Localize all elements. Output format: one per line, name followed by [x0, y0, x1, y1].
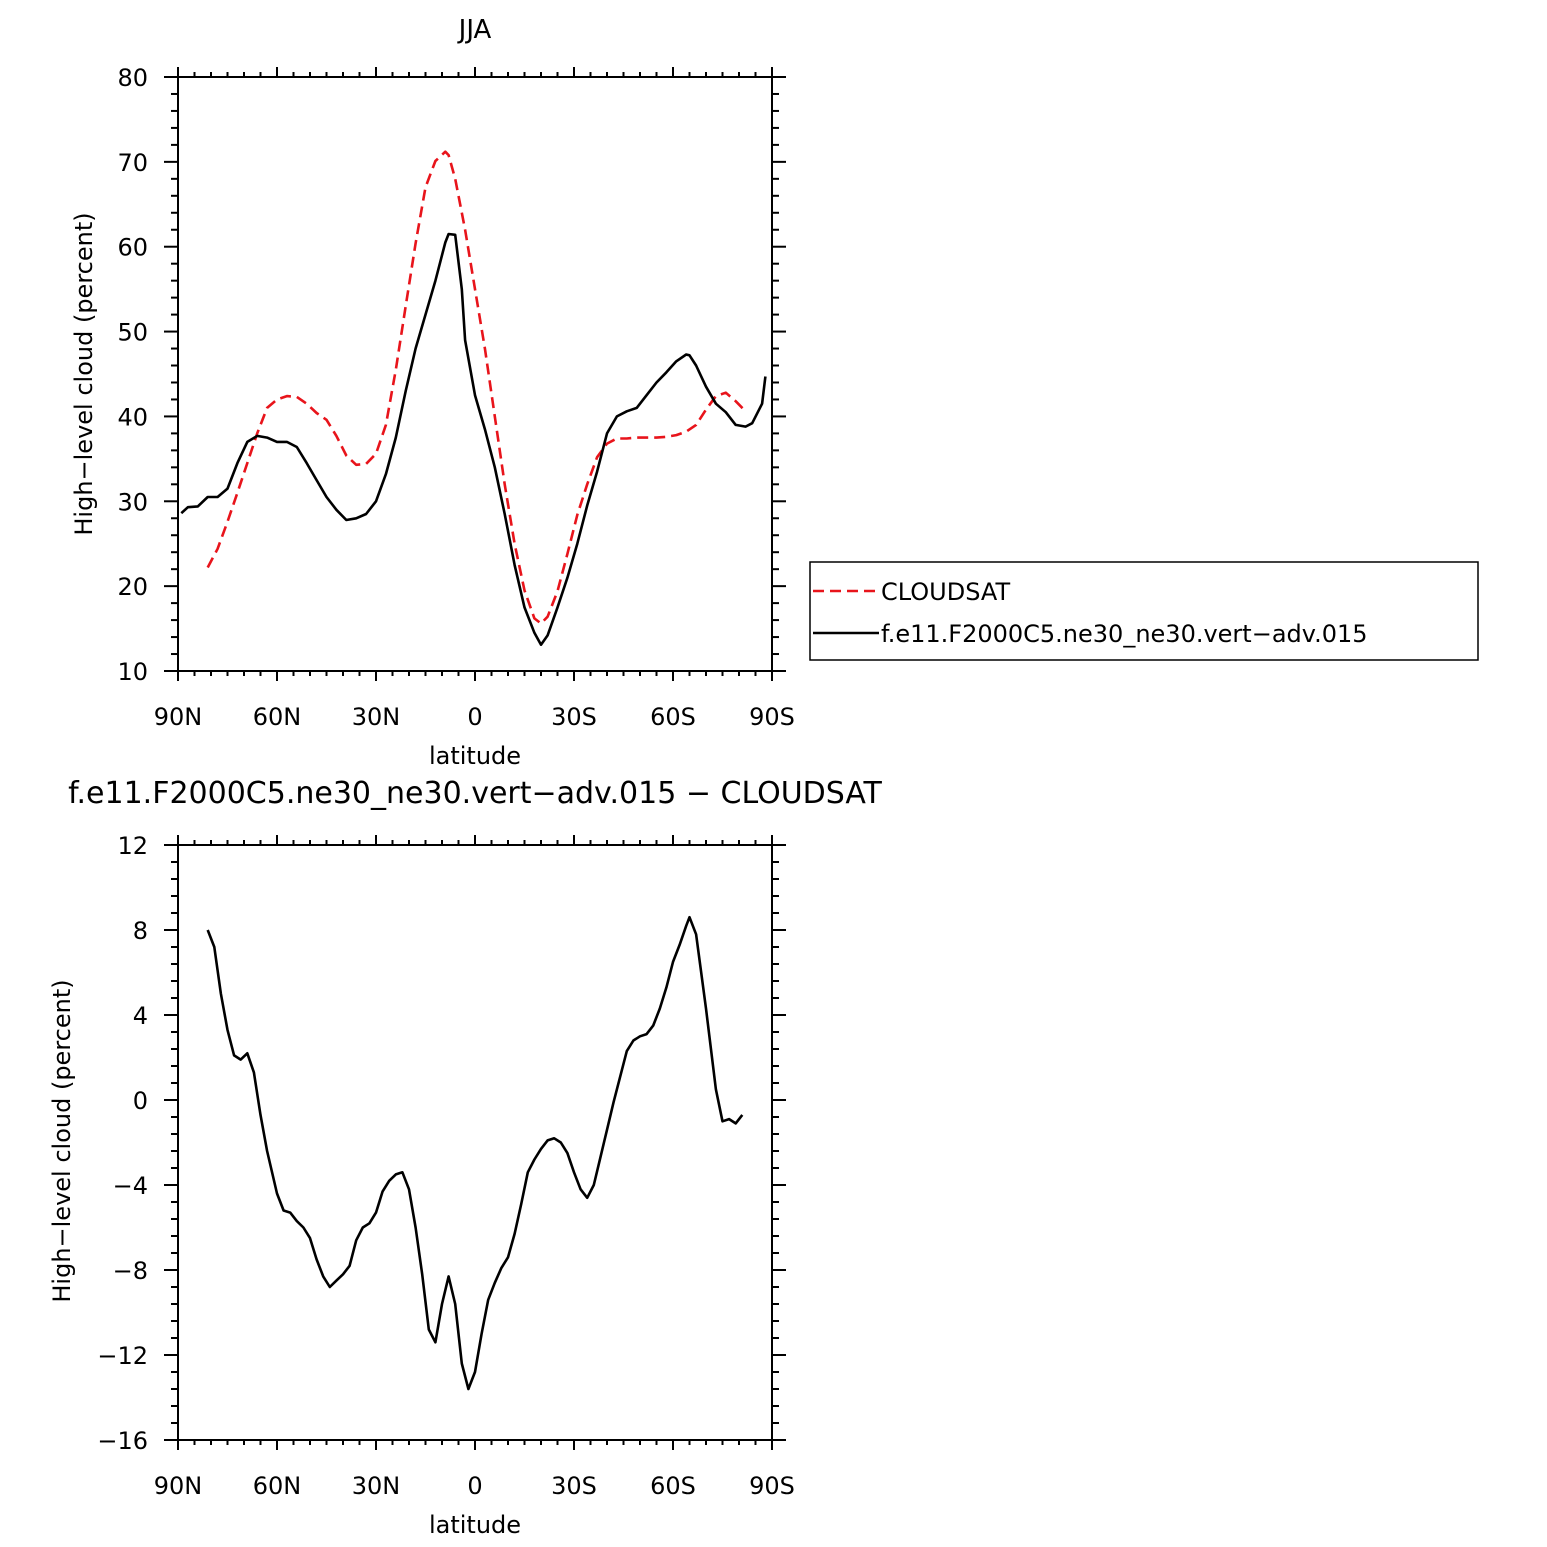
x-tick-label: 90N [154, 1472, 203, 1500]
x-tick-label: 90S [749, 703, 795, 731]
bottom-chart-title: f.e11.F2000C5.ne30_ne30.vert−adv.015 − C… [68, 776, 882, 811]
bottom-plot-frame [177, 844, 773, 1441]
x-tick-label: 0 [467, 1472, 482, 1500]
legend-box [809, 561, 1479, 661]
y-tick-label: 0 [133, 1087, 148, 1115]
x-tick-label: 30N [352, 703, 401, 731]
legend-label-model: f.e11.F2000C5.ne30_ne30.vert−adv.015 [881, 620, 1368, 648]
top-y-axis-label: High−level cloud (percent) [70, 212, 98, 535]
legend-label-cloudsat: CLOUDSAT [881, 578, 1010, 606]
x-tick-label: 30S [551, 1472, 597, 1500]
y-tick-label: −12 [97, 1342, 148, 1370]
bottom-x-axis-label: latitude [429, 1511, 521, 1539]
x-tick-label: 30S [551, 703, 597, 731]
x-tick-label: 30N [352, 1472, 401, 1500]
bottom-series-lines [206, 915, 744, 1391]
top-x-axis-label: latitude [429, 742, 521, 770]
y-tick-label: 80 [117, 64, 148, 92]
top-series-lines [180, 150, 767, 647]
x-tick-label: 60S [650, 1472, 696, 1500]
x-tick-label: 0 [467, 703, 482, 731]
top-ticks: 90N 60N 30N 0 30S 60S 90S 10 20 30 40 50 60 70 80 [117, 64, 794, 731]
bottom-y-axis-label: High−level cloud (percent) [48, 979, 76, 1302]
bottom-panel: f.e11.F2000C5.ne30_ne30.vert−adv.015 − C… [48, 776, 883, 1539]
top-panel: JJA High−level cloud (percent) latitude … [70, 15, 795, 770]
top-chart-title: JJA [457, 15, 492, 45]
x-tick-label: 60N [253, 1472, 302, 1500]
y-tick-label: 50 [117, 319, 148, 347]
y-tick-label: 40 [117, 403, 148, 431]
y-tick-label: 10 [117, 658, 148, 686]
y-tick-label: −8 [113, 1257, 148, 1285]
y-tick-label: −4 [113, 1172, 148, 1200]
x-tick-label: 90S [749, 1472, 795, 1500]
legend: CLOUDSAT f.e11.F2000C5.ne30_ne30.vert−ad… [809, 561, 1479, 661]
y-tick-label: 60 [117, 234, 148, 262]
top-series-line-model [180, 232, 767, 647]
y-tick-label: 30 [117, 488, 148, 516]
top-series-line-cloudsat [206, 150, 747, 625]
y-tick-label: 20 [117, 573, 148, 601]
top-plot-frame [177, 76, 773, 672]
bottom-series-line-model [206, 915, 744, 1391]
y-tick-label: 8 [133, 917, 148, 945]
x-tick-label: 90N [154, 703, 203, 731]
bottom-ticks: 90N 60N 30N 0 30S 60S 90S −16 −12 −8 −4 0 4 8 12 [97, 832, 795, 1500]
y-tick-label: 12 [117, 832, 148, 860]
y-tick-label: 4 [133, 1002, 148, 1030]
x-tick-label: 60N [253, 703, 302, 731]
x-tick-label: 60S [650, 703, 696, 731]
y-tick-label: −16 [97, 1427, 148, 1455]
y-tick-label: 70 [117, 149, 148, 177]
